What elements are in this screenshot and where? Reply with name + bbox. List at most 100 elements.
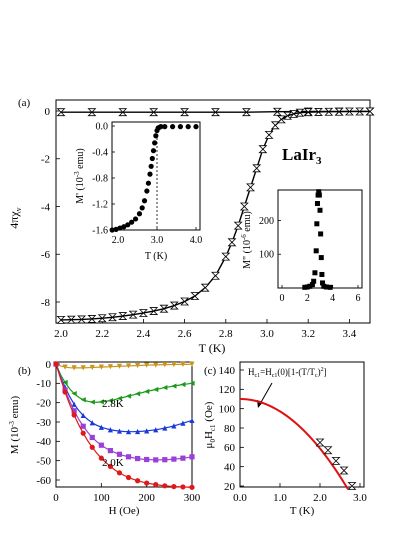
panel-b-y-ticks: 0 -10 -20 -30 -40 -50 -60 <box>36 359 60 487</box>
data-point <box>339 466 349 475</box>
y-tick-label: -0.8 <box>92 174 108 185</box>
data-point-ZFC <box>211 271 220 280</box>
data-point-ZFC <box>314 108 323 116</box>
x-tick-label: 200 <box>138 492 155 504</box>
data-point <box>139 205 145 211</box>
data-point-FC <box>241 108 251 117</box>
data-point <box>327 284 333 290</box>
data-point-3 <box>80 423 86 429</box>
data-point-2 <box>107 427 113 433</box>
data-point-FC <box>87 108 97 117</box>
data-point-ZFC <box>334 107 344 116</box>
x-tick-label: 2.0 <box>313 492 327 504</box>
data-point <box>302 284 308 290</box>
data-point-1 <box>98 399 104 405</box>
y-tick-label: 200 <box>259 216 274 227</box>
data-point <box>313 248 319 254</box>
panel-b-frame <box>55 361 193 488</box>
x-tick-label: 3.0 <box>260 328 274 340</box>
y-tick-label: -6 <box>41 249 51 261</box>
x-tick-label: 3.0 <box>151 235 164 246</box>
data-point-3 <box>153 457 159 463</box>
data-point <box>132 216 139 222</box>
data-point-3 <box>162 457 168 463</box>
panel-a-xlabel: T (K) <box>199 341 226 355</box>
data-point-0 <box>116 363 123 369</box>
data-point-0 <box>98 364 104 370</box>
data-point <box>121 224 127 230</box>
panel-c-ylabel: μ0Hc1 (Oe) <box>203 401 217 448</box>
inset1-xlabel: T (K) <box>145 251 167 262</box>
y-tick-label: -20 <box>36 398 51 410</box>
inset2-y-ticks: 100 200 <box>259 216 281 261</box>
data-point <box>136 211 143 217</box>
data-point-ZFC <box>344 107 354 116</box>
data-point-3 <box>98 442 104 448</box>
data-point <box>170 124 176 130</box>
data-point-ZFC <box>87 315 97 323</box>
inset1-data <box>109 124 199 233</box>
data-point-ZFC <box>264 130 274 139</box>
data-point-4 <box>107 463 113 470</box>
data-point <box>145 180 152 186</box>
panel-b-x-ticks: 0 100 200 300 <box>53 483 201 504</box>
data-point <box>312 270 318 276</box>
data-point-0 <box>89 364 95 371</box>
data-point <box>144 188 150 194</box>
data-point-4 <box>89 444 95 450</box>
panel-b-label: (b) <box>18 365 31 377</box>
panel-c-data <box>239 398 357 490</box>
data-point-2 <box>98 424 104 430</box>
data-point-2 <box>135 428 141 435</box>
data-point <box>311 278 317 284</box>
y-tick-label: -4 <box>41 201 51 213</box>
data-point-ZFC <box>355 107 365 116</box>
data-point <box>318 255 324 261</box>
data-point-ZFC <box>295 108 305 117</box>
inset2-data <box>302 189 333 290</box>
x-tick-label: 2.4 <box>137 328 151 340</box>
y-tick-label: 100 <box>259 250 274 261</box>
x-tick-label: 0 <box>280 293 285 304</box>
data-point-0 <box>162 362 168 368</box>
x-tick-label: 1.0 <box>273 492 287 504</box>
panel-a-data <box>56 107 375 324</box>
data-point-ZFC <box>227 238 237 247</box>
x-tick-label: 6 <box>356 293 361 304</box>
data-point-1 <box>116 395 123 402</box>
x-tick-label: 4 <box>330 293 335 304</box>
data-point-2 <box>116 428 123 434</box>
data-point <box>149 155 155 162</box>
data-point-4 <box>171 483 177 490</box>
x-tick-label: 2.8 <box>219 328 233 340</box>
data-point-FC <box>149 108 159 117</box>
series-line-ZFC <box>60 110 370 321</box>
data-point-4 <box>71 412 77 418</box>
data-point <box>316 189 322 195</box>
panel-a-ylabel: 4πχv <box>7 207 23 228</box>
y-tick-label: -8 <box>41 297 51 309</box>
panel-b-xlabel: H (Oe) <box>109 505 140 517</box>
data-point-4 <box>80 430 86 436</box>
data-point-0 <box>171 361 177 368</box>
data-point-ZFC <box>276 115 286 124</box>
data-point <box>147 171 153 177</box>
data-point-2 <box>171 423 177 429</box>
data-point <box>177 124 183 130</box>
data-point-4 <box>53 361 59 367</box>
y-tick-label: 60 <box>224 442 236 454</box>
data-point <box>109 227 115 233</box>
data-point-1 <box>89 399 95 405</box>
x-tick-label: 0 <box>53 492 59 504</box>
data-point-ZFC <box>221 252 231 261</box>
data-point-FC <box>211 108 220 117</box>
data-point <box>321 283 327 289</box>
data-point-ZFC <box>233 221 243 230</box>
series-line-2 <box>55 363 193 433</box>
data-point-FC <box>272 107 282 116</box>
y-tick-label: -60 <box>36 475 51 487</box>
data-point-1 <box>62 379 68 385</box>
formula-arrow-line <box>259 382 273 405</box>
data-point-4 <box>98 455 104 461</box>
